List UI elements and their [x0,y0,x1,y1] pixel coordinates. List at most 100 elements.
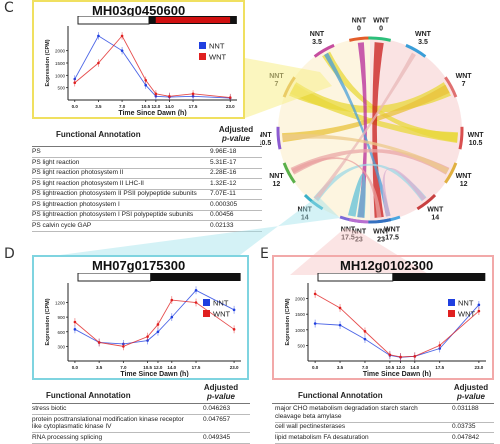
x-tick-label: 12.0 [396,365,405,370]
data-point-nnt [146,339,149,342]
x-axis-label: Time Since Dawn (h) [118,110,186,116]
chord-segment-label: WNT 3.5 [415,31,432,46]
data-point-nnt [338,323,342,327]
chord-ribbon [314,52,416,201]
data-point-nnt [232,308,236,312]
chord-segment-label: NNT 12 [269,173,284,188]
chord-segment-arc [313,43,335,58]
annotation-row-divider [32,220,262,221]
chord-segment-label: NNT 0 [352,18,367,33]
data-point-nnt [120,49,124,52]
annotation-term: stress biotic [32,405,67,412]
annotation-pvalue: 1.32E-12 [210,179,237,187]
data-point-wnt [194,301,198,304]
chord-ribbon [382,168,426,217]
light-period-bar [77,16,150,25]
data-point-nnt [477,303,481,307]
annotation-term: major CHO metabolism degradation starch … [275,405,418,420]
y-tick-label: 1500 [295,312,306,317]
x-tick-label: 14.0 [167,365,176,370]
series-line-nnt [74,35,231,99]
x-tick-label: 7.0 [119,104,126,109]
data-point-wnt [338,306,342,310]
annotation-row-divider [32,230,262,232]
annotation-term: PS lightreaction photosystem I [32,200,120,208]
annotation-term: PS light reaction [32,158,80,166]
chord-segment-arc [444,162,458,184]
annotation-pvalue: 0.02133 [210,221,234,229]
legend-swatch-nnt [448,299,455,306]
y-tick-label: 1200 [55,301,66,306]
panel-d-annotation-header: Functional Annotation [46,391,131,400]
x-tick-label: 10.5 [141,104,150,109]
data-point-wnt [154,92,158,96]
legend-label-wnt: WNT [213,310,230,319]
panel-d-pvalue-header: Adjusted p-value [195,383,247,401]
panel-letter-e: E [260,246,269,262]
chord-segment-label: WNT 17.5 [384,227,401,242]
chord-segment-label: WNT 10.5 [468,132,485,147]
legend-swatch-wnt [203,310,210,317]
annotation-pvalue: 9.96E-18 [210,148,237,155]
x-tick-label: 0.0 [72,104,79,109]
annotation-row-divider [32,199,262,200]
panel-e-annotation-header: Functional Annotation [298,391,383,400]
panel-c-gene-title: MH03g0450600 [92,3,186,18]
x-tick-label: 3.5 [337,365,344,370]
y-axis-label: Expression (CPM) [45,298,51,345]
annotation-row-divider [275,442,494,444]
series-line-wnt [314,293,480,358]
panel-e-chart: 2000 1500 1000 500 0.0 3.5 7.0 10.5 12.0 14.0 17.5… [285,273,486,377]
data-point-wnt [73,320,77,324]
pvalue-header-line1: Adjusted [203,383,239,392]
annotation-term: PS lightreaction photosystem II PSII pol… [32,190,197,197]
annotation-term: PS [32,148,41,155]
chord-segment-label: NNT 23 [352,228,367,243]
annotation-row-divider [275,421,494,423]
annotation-term: PS lightreaction photosystem I PSI polyp… [32,211,194,218]
panel-letter-d: D [4,246,15,262]
chord-segment-arc [276,126,282,150]
chord-segment-label: WNT 23 [373,228,390,243]
data-point-wnt [228,96,232,99]
data-point-wnt [73,81,77,85]
y-axis-label: Expression (CPM) [285,298,291,345]
x-tick-label: 0.0 [312,365,319,370]
data-point-wnt [156,323,160,326]
annotation-row-divider [275,432,494,433]
y-tick-label: 300 [57,344,65,349]
panel-c-plot-frame: MH03g0450600 2000 1500 1000 500 0.0 3.5 7.0 10.… [32,0,245,119]
data-point-nnt [170,315,174,319]
chord-segment-arc [458,126,464,150]
data-point-wnt [170,298,174,302]
legend-swatch-nnt [199,42,206,49]
annotation-pvalue: 0.000305 [210,200,238,208]
y-axis-label: Expression (CPM) [45,39,51,86]
dark-period-bar [392,273,486,281]
data-point-nnt [363,337,367,341]
y-tick-label: 900 [57,315,65,320]
data-point-wnt [388,353,392,357]
x-tick-label: 14.0 [165,104,174,109]
legend-swatch-wnt [448,310,455,317]
legend-label-nnt: NNT [458,299,474,308]
legend-label-nnt: NNT [213,299,229,308]
pvalue-header-line2: p-value [206,392,235,401]
annotation-term: PS calvin cycle GAP [32,221,92,229]
chord-segment-arc [368,218,392,224]
panel-c-chart: 2000 1500 1000 500 0.0 3.5 7.0 10.5 12.0 14.0 17.5… [45,16,237,116]
x-axis-label: Time Since Dawn (h) [120,371,188,377]
y-tick-label: 1500 [55,61,66,66]
annotation-row-divider [32,157,262,158]
chord-segment-label: WNT 7 [456,73,473,88]
annotation-term: cell wall pectinesterases [275,423,346,430]
y-tick-label: 500 [297,343,305,348]
annotation-pvalue: 0.049345 [203,433,231,441]
x-tick-label: 7.0 [120,365,127,370]
panel-d-header-divider [32,403,250,404]
data-point-nnt [194,289,198,292]
light-period-bar [77,273,152,282]
light-period-bar [317,273,394,282]
annotation-pvalue: 2.28E-16 [210,169,237,176]
